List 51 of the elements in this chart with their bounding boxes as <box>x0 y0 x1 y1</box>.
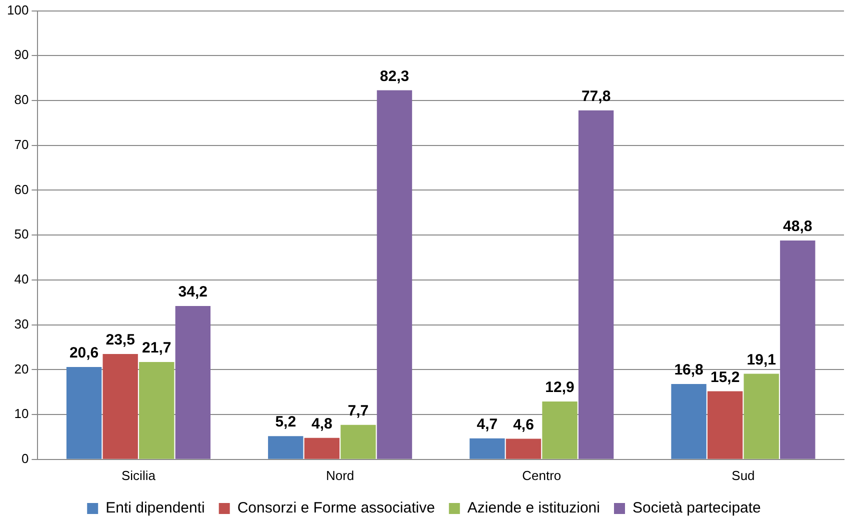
bar <box>66 366 102 459</box>
data-label: 77,8 <box>581 88 611 106</box>
data-label: 82,3 <box>380 68 410 85</box>
bar <box>304 438 340 459</box>
y-tick-label: 100 <box>6 2 29 18</box>
y-tick-label: 90 <box>14 47 29 62</box>
bar <box>102 354 138 459</box>
x-tick-label: Centro <box>522 468 562 483</box>
y-tick-label: 60 <box>14 182 29 197</box>
data-label: 12,9 <box>545 379 574 396</box>
bar <box>542 402 578 459</box>
data-label: 7,7 <box>348 402 369 420</box>
bar <box>744 374 779 459</box>
y-tick-label: 70 <box>14 136 29 152</box>
y-tick-label: 20 <box>14 361 29 376</box>
y-tick-label: 80 <box>14 92 29 108</box>
data-label: 34,2 <box>178 284 208 301</box>
x-tick-label: Nord <box>326 468 354 483</box>
bar <box>707 391 743 459</box>
data-label: 21,7 <box>142 340 172 357</box>
data-label: 20,6 <box>69 344 99 362</box>
bar <box>175 306 211 459</box>
bar <box>139 362 174 459</box>
legend-label: Consorzi e Forme associative <box>237 500 435 517</box>
legend-label: Società partecipate <box>632 500 761 517</box>
bar <box>470 438 505 459</box>
data-label: 23,5 <box>106 332 135 349</box>
y-tick-label: 10 <box>14 406 29 422</box>
bar <box>671 384 706 459</box>
bar <box>780 240 816 459</box>
data-label: 4,8 <box>311 416 332 433</box>
data-label: 4,7 <box>476 416 498 433</box>
y-tick-label: 40 <box>14 272 29 287</box>
data-label: 16,8 <box>674 362 704 379</box>
bar <box>578 110 614 459</box>
data-label: 19,1 <box>746 351 776 368</box>
data-label: 15,2 <box>710 368 740 386</box>
bar <box>268 436 304 459</box>
legend-label: Aziende e istituzioni <box>467 500 600 517</box>
data-label: 48,8 <box>783 218 812 236</box>
data-label: 4,6 <box>513 416 534 434</box>
y-tick-label: 0 <box>21 450 29 466</box>
y-tick-label: 30 <box>14 316 29 332</box>
bar <box>340 424 376 459</box>
x-tick-label: Sud <box>732 468 755 483</box>
y-tick-label: 50 <box>14 226 29 242</box>
data-label: 5,2 <box>275 414 296 431</box>
legend-label: Enti dipendenti <box>106 500 205 517</box>
bar <box>506 438 542 459</box>
x-tick-label: Sicilia <box>121 468 156 483</box>
bar <box>376 90 412 459</box>
